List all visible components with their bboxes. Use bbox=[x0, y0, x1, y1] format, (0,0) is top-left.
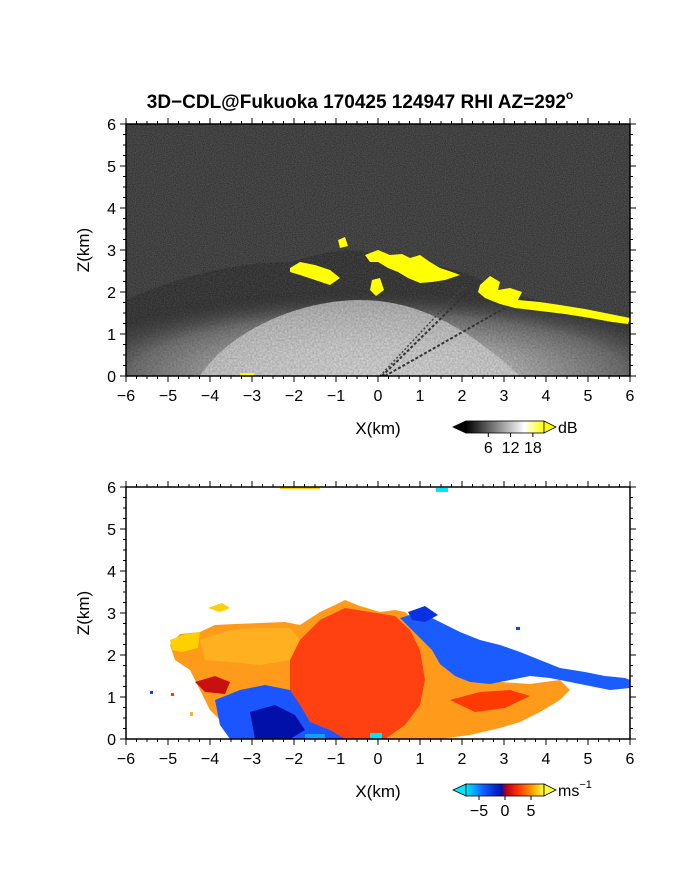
snr-axis-ticks: −6 −5 −4 −3 −2 −1 0 1 2 3 4 5 6 0 1 2 3 4 5 6 bbox=[107, 117, 636, 405]
x-tick-label: −6 bbox=[117, 751, 135, 768]
chart-title: 3D−CDL@Fukuoka 170425 124947 RHI AZ=292o bbox=[147, 88, 574, 113]
x-tick-label: −4 bbox=[201, 388, 219, 405]
y-tick-label: 5 bbox=[107, 522, 116, 539]
y-tick-label: 1 bbox=[107, 327, 116, 344]
colorbar-tick-label: 5 bbox=[527, 803, 536, 820]
x-tick-label: 2 bbox=[458, 388, 467, 405]
velocity-speckle-2 bbox=[171, 693, 174, 696]
x-tick-label: −6 bbox=[117, 388, 135, 405]
colorbar-tick-label: 12 bbox=[502, 440, 520, 457]
title-degree: o bbox=[566, 88, 573, 102]
y-tick-label: 3 bbox=[107, 243, 116, 260]
x-tick-label: 4 bbox=[542, 751, 551, 768]
snr-ground-echo bbox=[240, 373, 254, 376]
snr-cloud-echo-west bbox=[290, 262, 340, 285]
x-tick-label: −3 bbox=[243, 388, 261, 405]
velocity-red-right bbox=[450, 690, 530, 712]
x-tick-label: 0 bbox=[374, 751, 383, 768]
x-tick-label: 2 bbox=[458, 751, 467, 768]
colorbar-tick-label: 0 bbox=[501, 803, 510, 820]
velocity-colorbar-right-arrow bbox=[543, 783, 557, 797]
velocity-y-axis-label: Z(km) bbox=[74, 591, 93, 635]
x-tick-label: −5 bbox=[159, 751, 177, 768]
velocity-yellow-edges bbox=[170, 632, 200, 652]
snr-colorbar-unit: dB bbox=[558, 420, 578, 437]
velocity-colorbar-unit: ms−1 bbox=[558, 779, 592, 800]
x-tick-label: 5 bbox=[584, 751, 593, 768]
snr-shadow-line-2 bbox=[384, 304, 511, 376]
velocity-speckle-1 bbox=[150, 691, 153, 694]
x-tick-label: −2 bbox=[285, 388, 303, 405]
x-tick-label: 6 bbox=[626, 751, 635, 768]
velocity-cold-upper-streak bbox=[408, 606, 438, 622]
velocity-red-core bbox=[290, 608, 425, 739]
x-tick-label: 5 bbox=[584, 388, 593, 405]
velocity-panel: −6 −5 −4 −3 −2 −1 0 1 2 3 4 5 6 0 1 2 3 4 5 6 X(km) Z(km) m… bbox=[74, 480, 636, 820]
velocity-cold-region bbox=[400, 612, 630, 690]
snr-echo-texture bbox=[126, 250, 630, 376]
velocity-low-level-dark-blue bbox=[250, 705, 305, 739]
y-tick-label: 2 bbox=[107, 285, 116, 302]
x-tick-label: 1 bbox=[416, 751, 425, 768]
velocity-speckle-3 bbox=[190, 712, 193, 716]
snr-colorbar-ticks: 6 12 18 bbox=[484, 433, 542, 457]
x-tick-label: 6 bbox=[626, 388, 635, 405]
velocity-x-axis-label: X(km) bbox=[355, 782, 400, 801]
velocity-speckle-6 bbox=[280, 487, 320, 489]
x-tick-label: 4 bbox=[542, 388, 551, 405]
colorbar-tick-label: 18 bbox=[524, 440, 542, 457]
y-tick-label: 1 bbox=[107, 690, 116, 707]
x-tick-label: −1 bbox=[327, 388, 345, 405]
x-tick-label: 1 bbox=[416, 388, 425, 405]
y-tick-label: 0 bbox=[107, 732, 116, 749]
snr-cloud-echo-small bbox=[370, 278, 384, 296]
velocity-speckle-5 bbox=[436, 488, 448, 492]
snr-cloud-echo-center bbox=[365, 250, 460, 283]
velocity-ground-cyan-2 bbox=[305, 734, 325, 739]
y-tick-label: 6 bbox=[107, 480, 116, 497]
x-tick-label: −2 bbox=[285, 751, 303, 768]
x-tick-label: 3 bbox=[500, 388, 509, 405]
y-tick-label: 0 bbox=[107, 369, 116, 386]
velocity-speckle-4 bbox=[516, 627, 520, 630]
y-tick-label: 5 bbox=[107, 159, 116, 176]
velocity-orange-upper bbox=[200, 628, 300, 665]
snr-colorbar: dB 6 12 18 bbox=[452, 420, 578, 457]
velocity-axis-ticks: −6 −5 −4 −3 −2 −1 0 1 2 3 4 5 6 0 1 2 3 4 5 6 bbox=[107, 480, 636, 768]
snr-colorbar-gradient bbox=[465, 420, 545, 434]
y-tick-label: 3 bbox=[107, 606, 116, 623]
snr-cloud-echo-east bbox=[478, 276, 630, 324]
velocity-colorbar: ms−1 −5 0 5 bbox=[452, 779, 592, 820]
snr-shadow-line-3 bbox=[379, 284, 466, 376]
snr-x-axis-label: X(km) bbox=[355, 419, 400, 438]
y-tick-label: 2 bbox=[107, 648, 116, 665]
snr-shadow-line-1 bbox=[381, 279, 481, 376]
colorbar-tick-label: −5 bbox=[470, 803, 488, 820]
x-tick-label: −3 bbox=[243, 751, 261, 768]
velocity-upper-fringe bbox=[208, 603, 230, 612]
y-tick-label: 4 bbox=[107, 201, 116, 218]
y-tick-label: 6 bbox=[107, 117, 116, 134]
colorbar-tick-label: 6 bbox=[484, 440, 493, 457]
snr-cloud-echo-peak bbox=[338, 237, 348, 248]
y-tick-label: 4 bbox=[107, 564, 116, 581]
velocity-red-fringe bbox=[195, 676, 230, 694]
snr-y-axis-label: Z(km) bbox=[74, 228, 93, 272]
velocity-ground-cyan bbox=[370, 733, 382, 739]
velocity-colorbar-gradient bbox=[465, 783, 545, 797]
x-tick-label: −1 bbox=[327, 751, 345, 768]
snr-colorbar-right-arrow bbox=[543, 420, 557, 434]
x-tick-label: 3 bbox=[500, 751, 509, 768]
velocity-colorbar-ticks: −5 0 5 bbox=[470, 796, 536, 820]
x-tick-label: 0 bbox=[374, 388, 383, 405]
x-tick-label: −5 bbox=[159, 388, 177, 405]
velocity-colorbar-left-arrow bbox=[452, 783, 467, 797]
snr-colorbar-left-arrow bbox=[452, 420, 467, 434]
x-tick-label: −4 bbox=[201, 751, 219, 768]
